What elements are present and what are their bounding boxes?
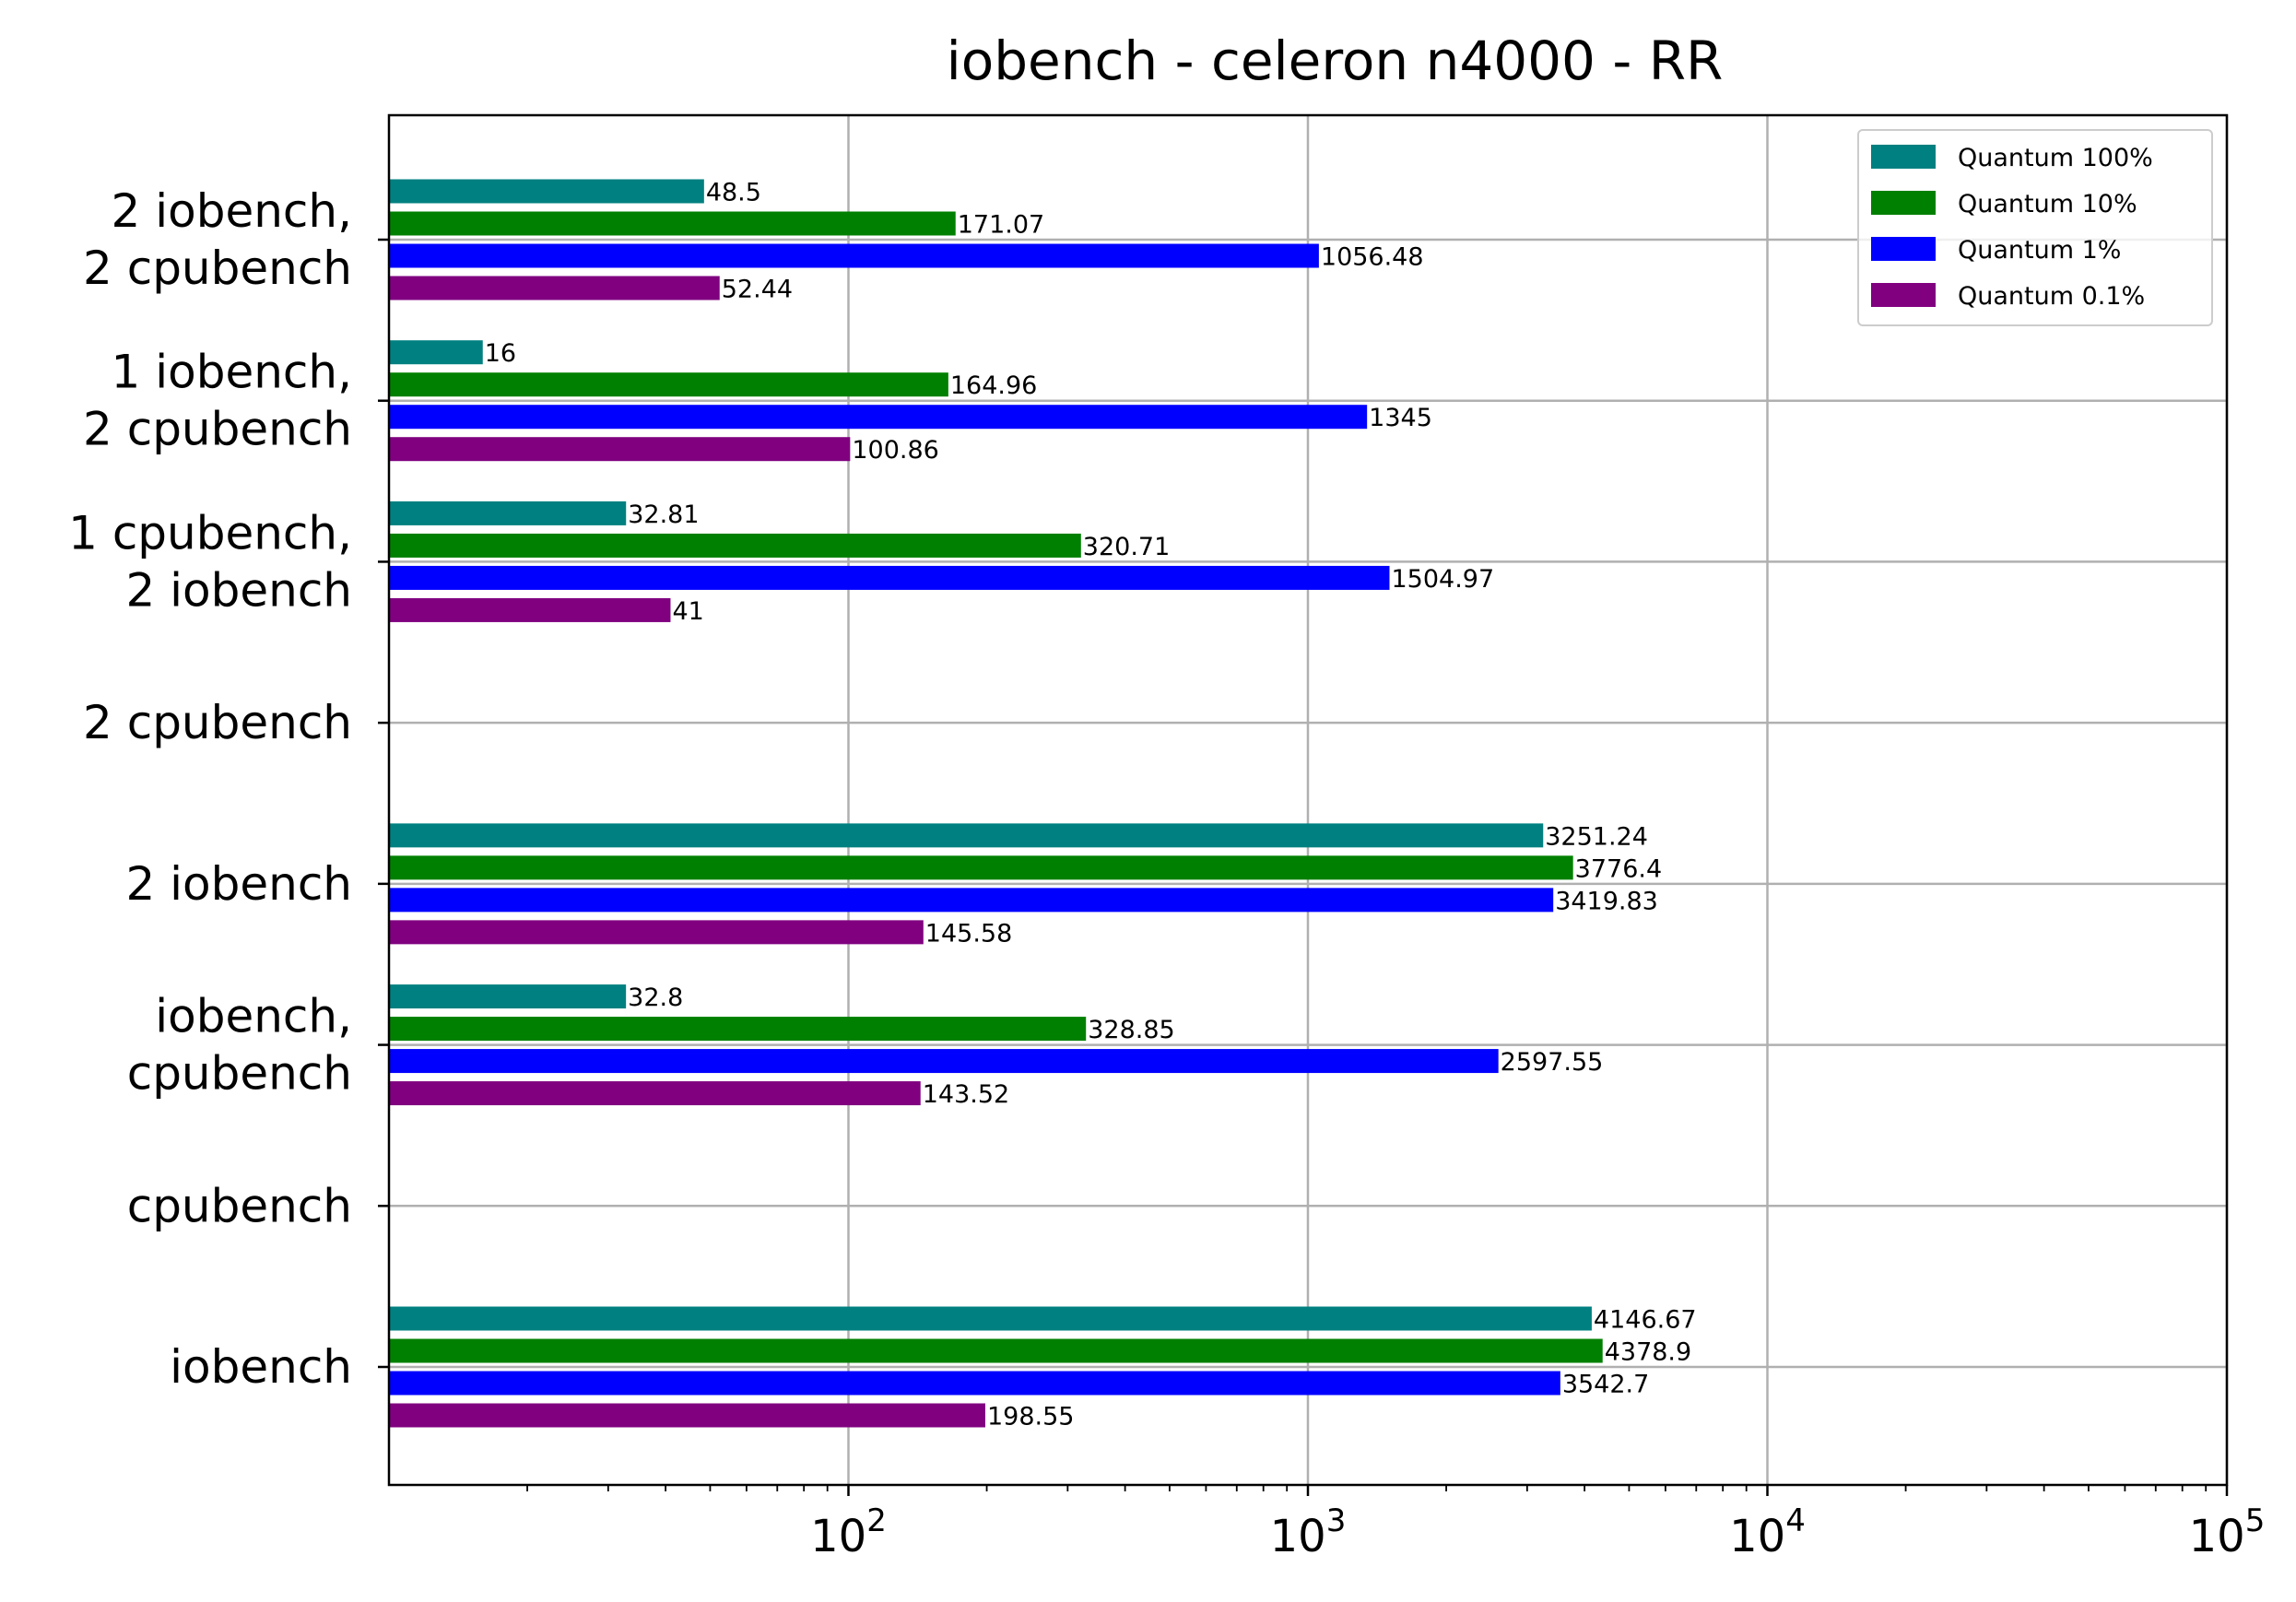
category-label: iobench, [155,990,352,1043]
legend-swatch [1871,283,1936,307]
legend-swatch [1871,145,1936,169]
category-label: cpubench [127,1047,352,1101]
x-tick-label: 104 [1729,1502,1806,1562]
legend-label: Quantum 10% [1958,190,2137,218]
legend-swatch [1871,237,1936,261]
bar [389,565,1390,590]
grid [389,115,2229,1485]
category-label: cpubench [127,1179,352,1232]
category-label: 2 iobench, [112,184,352,238]
bar-value-label: 32.8 [628,984,683,1012]
bar [389,437,851,462]
bar [389,597,671,622]
bar-value-label: 3542.7 [1562,1371,1649,1399]
bar [389,533,1081,558]
bar-value-label: 16 [485,339,516,368]
bar [389,1081,921,1106]
legend-box [1857,129,2213,326]
bar-value-label: 198.55 [987,1403,1074,1431]
bar [389,372,948,397]
bar [389,179,704,204]
bar-value-label: 1056.48 [1321,243,1424,272]
bar [389,855,1573,880]
x-tick-label: 103 [1270,1502,1347,1562]
legend: Quantum 100% Quantum 10% Quantum 1% Quantum… [1857,129,2213,326]
category-label: 2 iobench [125,857,352,911]
bar-value-label: 171.07 [958,211,1044,240]
bar-value-label: 52.44 [722,276,793,304]
bar-value-label: 164.96 [950,371,1037,400]
bar-value-label: 41 [672,597,703,626]
bar [389,405,1368,430]
bar-value-label: 100.86 [852,436,938,465]
bar [389,243,1319,268]
category-label: 2 cpubench [83,696,352,749]
bar [389,276,720,300]
chart-title: iobench - celeron n4000 - RR [947,29,1724,92]
bar [389,1371,1560,1396]
x-tick-label: 105 [2189,1502,2266,1562]
data-labels: 48.5 16 32.81 3251.24 32.8 4146.67 171.07 164.9… [485,179,1697,1431]
legend-label: Quantum 1% [1958,236,2121,265]
bar-value-label: 328.85 [1088,1016,1174,1044]
bar [389,340,483,365]
category-label: 2 cpubench [83,241,352,295]
legend-swatch [1871,191,1936,215]
bar [389,1403,985,1428]
bar-value-label: 32.81 [628,501,699,529]
bar-value-label: 143.52 [923,1080,1009,1109]
bar-value-label: 145.58 [925,919,1012,948]
bar-value-label: 320.71 [1083,533,1170,561]
bar [389,888,1554,913]
bar [389,1049,1499,1074]
category-label: iobench [170,1340,352,1394]
bar [389,1306,1592,1331]
category-label: 1 iobench, [112,346,352,399]
bar-value-label: 1504.97 [1391,565,1494,594]
bar [389,984,627,1009]
bar [389,920,924,945]
bar-value-label: 3419.83 [1555,887,1658,915]
category-label: 1 cpubench, [68,506,352,560]
bar [389,823,1544,848]
category-label: 2 cpubench [83,403,352,456]
bar-value-label: 1345 [1369,404,1432,432]
bars [389,179,1603,1428]
bar [389,1017,1087,1042]
bar-value-label: 3251.24 [1545,822,1648,851]
bar-value-label: 4378.9 [1605,1338,1691,1367]
bar-value-label: 48.5 [706,179,761,207]
bar-value-label: 2597.55 [1501,1048,1604,1077]
bar [389,211,956,236]
bar [389,501,627,525]
category-label: 2 iobench [125,563,352,617]
legend-label: Quantum 0.1% [1958,282,2145,311]
x-tick-label: 102 [810,1502,887,1562]
bar-value-label: 3776.4 [1575,854,1662,883]
bar-value-label: 4146.67 [1594,1306,1697,1335]
bar [389,1338,1603,1363]
legend-label: Quantum 100% [1958,144,2153,172]
